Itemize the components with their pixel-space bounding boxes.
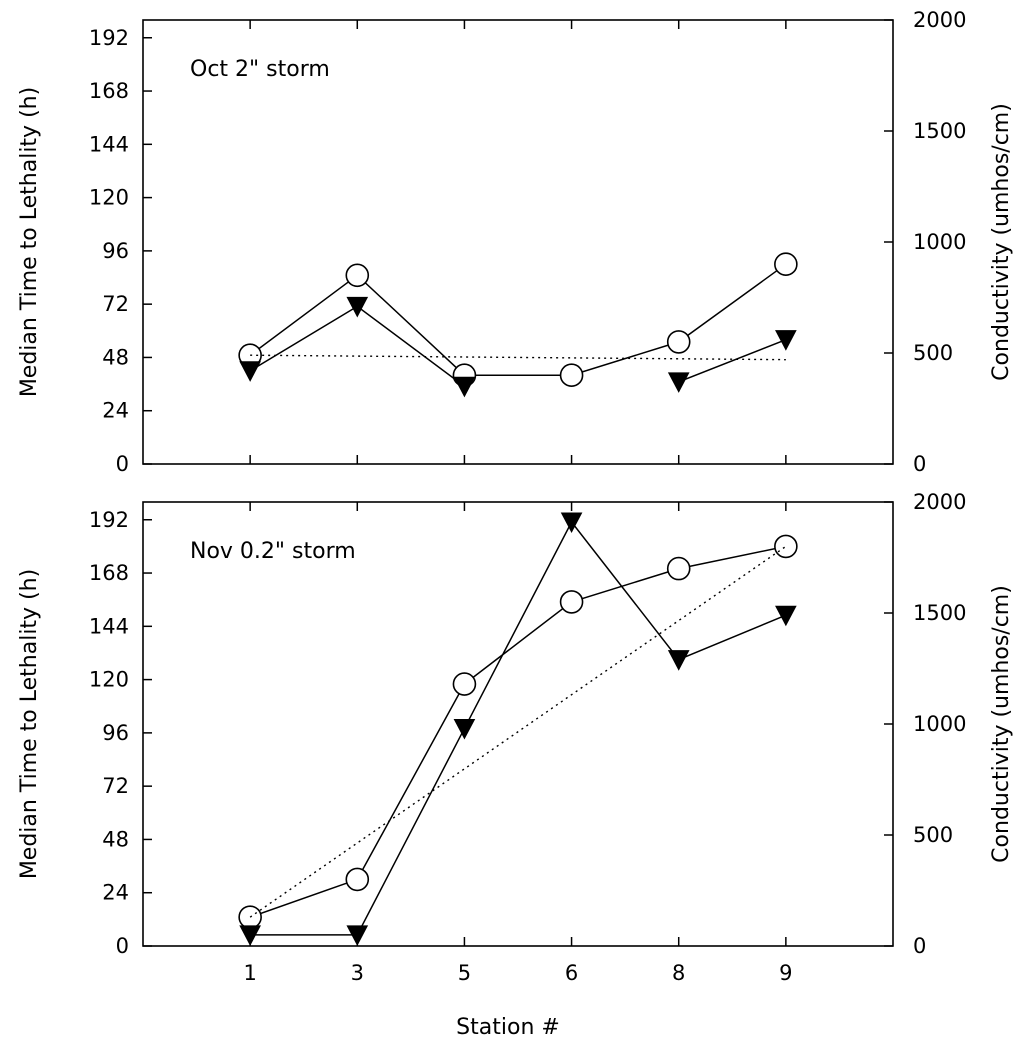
panel-title: Oct 2" storm [190,57,330,82]
y-tick-label-left: 120 [89,186,129,210]
y-axis-title-left: Median Time to Lethality (h) [17,569,42,879]
y-tick-label-right: 0 [913,452,926,476]
y-axis-title-right: Conductivity (umhos/cm) [989,585,1014,863]
x-tick-label: 6 [565,961,578,985]
panel-top: 0 24 48 72 96 120 144 168 192 0 500 1000 1500 2000 Med… [17,8,1014,476]
y-tick-label-right: 500 [913,341,953,365]
series-line-lethality [249,305,465,387]
plot-frame [142,19,894,465]
y-tick-label-right: 1500 [913,119,966,143]
y-axis-title-left: Median Time to Lethality (h) [17,87,42,397]
x-tick-label: 3 [351,961,364,985]
y-tick-label-right: 2000 [913,490,966,514]
y-tick-label-right: 2000 [913,8,966,32]
triangle-marker [560,512,583,534]
circle-marker [452,672,477,696]
y-tick-label-left: 168 [89,79,129,103]
y-tick-label-left: 168 [89,561,129,585]
y-tick-label-left: 48 [102,345,129,369]
triangle-marker [239,925,261,946]
triangle-marker [667,650,690,671]
y-tick-label-left: 24 [102,881,129,905]
y-axis-title-right: Conductivity (umhos/cm) [989,103,1014,381]
y-tick-label-right: 1500 [913,601,966,625]
plot-frame [142,501,894,947]
y-tick-label-right: 500 [913,823,953,847]
circle-marker [559,363,584,388]
y-tick-label-left: 24 [102,399,129,423]
circle-marker [666,330,691,354]
circle-marker [559,590,584,614]
series-line-lethality [678,338,787,383]
series-line-conductivity [249,263,787,376]
y-tick-label-right: 1000 [913,712,966,736]
y-tick-label-left: 144 [89,614,129,638]
y-tick-label-left: 192 [89,508,129,532]
y-tick-label-right: 0 [913,934,926,958]
triangle-marker [453,376,476,398]
triangle-marker [239,361,261,382]
circle-marker [774,252,798,277]
triangle-marker [667,372,690,393]
series-line-lethality [250,520,787,936]
y-tick-label-left: 72 [102,774,129,798]
circle-marker [666,556,691,581]
x-axis-title: Station # [456,1015,560,1040]
x-tick-label: 9 [779,961,792,985]
circle-marker [345,263,370,288]
x-tick-label: 8 [672,961,685,985]
triangle-marker [775,330,797,351]
series-line-dotted [249,545,787,918]
y-tick-label-left: 96 [102,721,129,745]
series-line-dotted [250,354,786,361]
panel-title: Nov 0.2" storm [190,539,356,564]
y-tick-label-left: 120 [89,668,129,692]
y-tick-label-left: 72 [102,292,129,316]
triangle-marker [775,605,797,627]
y-tick-label-left: 48 [102,827,129,851]
y-tick-label-left: 96 [102,239,129,263]
circle-marker [774,534,798,559]
triangle-marker [346,925,369,946]
x-tick-label: 1 [243,961,256,985]
y-tick-label-left: 0 [116,452,129,476]
triangle-marker [346,296,369,318]
circle-marker [345,867,370,892]
y-tick-label-left: 144 [89,132,129,156]
y-tick-label-right: 1000 [913,230,966,254]
series-line-conductivity [249,545,787,918]
x-tick-label: 5 [458,961,471,985]
y-tick-label-left: 192 [89,26,129,50]
triangle-marker [453,718,476,740]
y-tick-label-left: 0 [116,934,129,958]
